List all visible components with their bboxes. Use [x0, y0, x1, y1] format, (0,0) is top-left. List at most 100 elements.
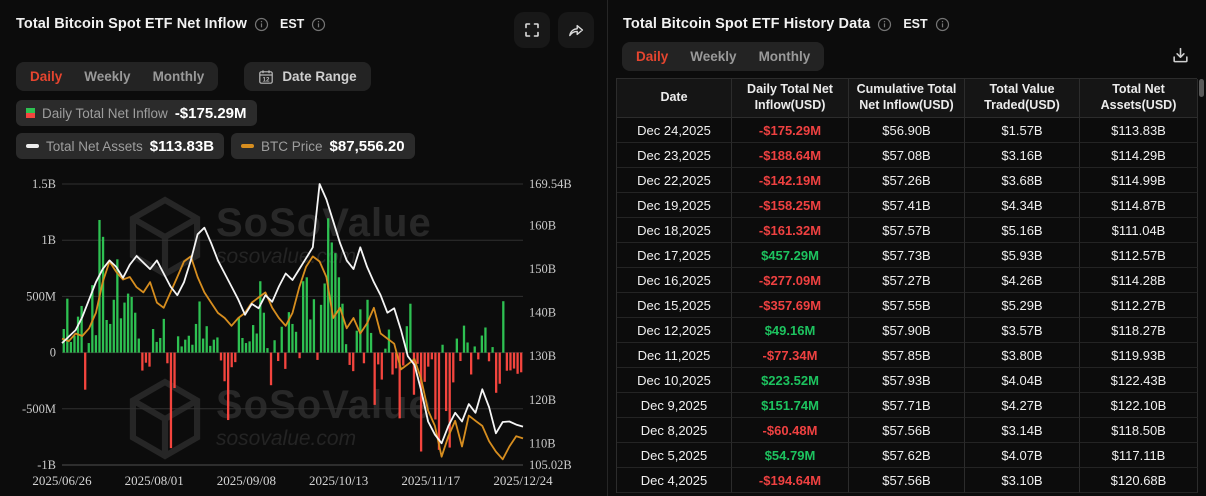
- right-axis-tick: 130B: [529, 349, 556, 363]
- net-inflow-bar: [373, 352, 376, 405]
- cell-date: Dec 18,2025: [617, 218, 732, 243]
- cell-net-assets: $114.87B: [1080, 193, 1198, 218]
- table-row: Dec 11,2025 -$77.34M $57.85B $3.80B $119.93B: [617, 343, 1198, 368]
- net-inflow-bar: [201, 338, 205, 353]
- left-axis-tick: -1B: [37, 458, 56, 472]
- info-icon[interactable]: [935, 17, 950, 32]
- chart-tab-daily[interactable]: Daily: [30, 69, 63, 84]
- net-inflow-bar: [491, 347, 494, 353]
- cell-value-traded: $5.16B: [965, 218, 1080, 243]
- net-inflow-bar: [473, 346, 476, 353]
- legend-chip-total-net-assets[interactable]: Total Net Assets $113.83B: [16, 133, 225, 159]
- net-inflow-bar: [344, 344, 348, 353]
- chart-tab-weekly[interactable]: Weekly: [84, 69, 131, 84]
- cell-date: Dec 4,2025: [617, 468, 732, 493]
- net-inflow-bar: [348, 352, 351, 365]
- net-inflow-bar: [191, 344, 194, 353]
- net-inflow-bar: [330, 242, 333, 353]
- cell-value-traded: $3.57B: [965, 318, 1080, 343]
- table-tab-weekly[interactable]: Weekly: [690, 49, 737, 64]
- net-inflow-bar: [412, 352, 416, 395]
- net-inflow-bar: [359, 309, 362, 353]
- cell-daily-net-inflow: $151.74M: [732, 393, 849, 418]
- etf-inflow-chart[interactable]: 1.5B 1B 500M 0 -500M -1B 169.54B 160B 150B 140B 13…: [0, 160, 606, 496]
- table-scrollbar: [1199, 78, 1204, 492]
- net-inflow-bar: [366, 299, 369, 353]
- legend-chip-daily-total-net-inflow[interactable]: Daily Total Net Inflow -$175.29M: [16, 100, 257, 126]
- net-inflow-bar: [73, 335, 76, 353]
- timezone-label: EST: [903, 17, 928, 31]
- table-tab-monthly[interactable]: Monthly: [758, 49, 811, 64]
- net-inflow-bar: [262, 312, 266, 353]
- net-inflow-bar: [194, 323, 198, 353]
- net-inflow-bar: [87, 343, 90, 353]
- right-axis-tick: 160B: [529, 219, 556, 233]
- net-inflow-bar: [112, 299, 115, 353]
- date-range-button[interactable]: 12 Date Range: [244, 62, 371, 91]
- share-button[interactable]: [558, 12, 594, 48]
- table-row: Dec 4,2025 -$194.64M $57.56B $3.10B $120.68B: [617, 468, 1198, 493]
- net-inflow-bar: [416, 352, 419, 364]
- share-icon: [569, 24, 584, 37]
- net-inflow-bar: [219, 352, 223, 361]
- table-period-tabs: Daily Weekly Monthly: [622, 42, 825, 71]
- legend-value: $113.83B: [149, 137, 215, 155]
- cell-date: Dec 17,2025: [617, 243, 732, 268]
- table-row: Dec 19,2025 -$158.25M $57.41B $4.34B $114.87…: [617, 193, 1198, 218]
- cell-net-assets: $114.99B: [1080, 168, 1198, 193]
- column-header: Cumulative Total Net Inflow(USD): [849, 79, 965, 118]
- chart-panel-header: Total Bitcoin Spot ETF Net Inflow EST: [0, 0, 606, 48]
- cell-daily-net-inflow: -$277.09M: [732, 268, 849, 293]
- net-inflow-bar: [184, 339, 187, 353]
- download-button[interactable]: [1169, 44, 1192, 70]
- net-inflow-bar: [455, 338, 458, 353]
- net-inflow-bar: [394, 352, 398, 369]
- cell-cumulative-net-inflow: $57.56B: [849, 418, 965, 443]
- left-axis-tick: 0: [50, 346, 56, 360]
- legend-label: Total Net Assets: [46, 138, 143, 154]
- cell-date: Dec 10,2025: [617, 368, 732, 393]
- cell-daily-net-inflow: -$142.19M: [732, 168, 849, 193]
- cell-daily-net-inflow: -$357.69M: [732, 293, 849, 318]
- net-inflow-bar: [166, 352, 169, 364]
- net-inflow-bar: [334, 253, 337, 353]
- cell-value-traded: $4.27B: [965, 393, 1080, 418]
- chart-controls: Daily Weekly Monthly 12 Date Range: [16, 62, 590, 91]
- cell-net-assets: $120.68B: [1080, 468, 1198, 493]
- net-inflow-bar: [66, 298, 69, 353]
- cell-daily-net-inflow: $54.79M: [732, 443, 849, 468]
- left-axis-tick: 1B: [41, 233, 56, 247]
- chart-tab-monthly[interactable]: Monthly: [152, 69, 205, 84]
- table-scrollbar-thumb[interactable]: [1199, 79, 1204, 97]
- green-red-bar-swatch: [26, 108, 35, 118]
- net-inflow-bar: [105, 320, 108, 353]
- net-inflow-bar: [141, 352, 144, 371]
- info-icon[interactable]: [311, 17, 326, 32]
- net-inflow-bar: [80, 305, 83, 353]
- info-icon[interactable]: [877, 17, 892, 32]
- legend-chip-btc-price[interactable]: BTC Price $87,556.20: [231, 133, 415, 159]
- net-inflow-bar: [273, 340, 276, 353]
- legend-label: Daily Total Net Inflow: [42, 105, 168, 121]
- table-row: Dec 17,2025 $457.29M $57.73B $5.93B $112.57B: [617, 243, 1198, 268]
- net-inflow-bar: [309, 319, 312, 353]
- net-inflow-bar: [430, 352, 433, 360]
- fullscreen-button[interactable]: [514, 12, 550, 48]
- table-tab-daily[interactable]: Daily: [636, 49, 669, 64]
- net-inflow-bar: [398, 352, 401, 419]
- net-inflow-bar: [377, 352, 380, 365]
- info-icon[interactable]: [254, 17, 269, 32]
- net-inflow-bar: [230, 352, 233, 368]
- right-axis-tick: 150B: [529, 262, 556, 276]
- cell-date: Dec 16,2025: [617, 268, 732, 293]
- net-inflow-bar: [248, 341, 251, 353]
- right-axis-tick: 140B: [529, 306, 556, 320]
- left-axis-tick: 500M: [26, 289, 56, 303]
- net-inflow-bar: [226, 352, 230, 421]
- net-inflow-bar: [466, 342, 469, 353]
- net-inflow-bar: [284, 352, 287, 369]
- cell-cumulative-net-inflow: $57.27B: [849, 268, 965, 293]
- cell-date: Dec 9,2025: [617, 393, 732, 418]
- x-axis-tick: 2025/08/01: [125, 473, 184, 488]
- net-inflow-bar: [241, 337, 244, 353]
